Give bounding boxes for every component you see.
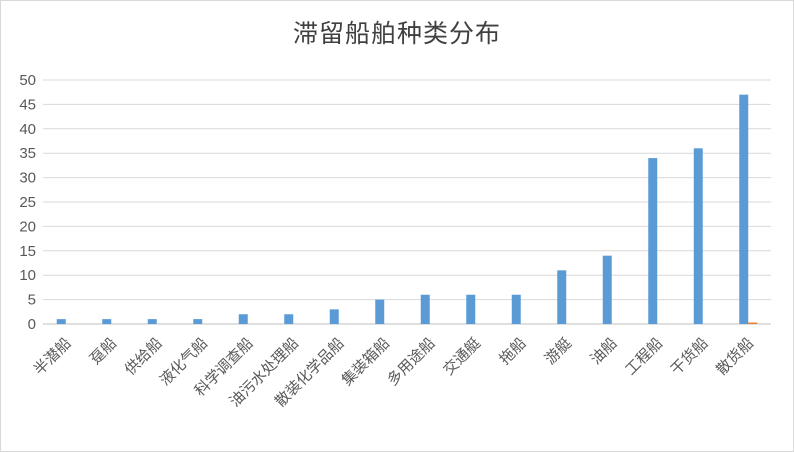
chart-title: 滞留船舶种类分布	[292, 19, 501, 48]
y-axis-ticks: 0 5 10 15 20 25 30 35 40 45 50	[19, 72, 36, 333]
y-tick-label: 0	[28, 316, 36, 333]
bar-1-6	[329, 309, 339, 324]
x-category-label: 工程船	[622, 334, 667, 379]
bar-1-13	[648, 158, 658, 324]
y-tick-label: 25	[19, 194, 36, 211]
x-category-label: 散货船	[713, 334, 758, 379]
x-category-label: 油船	[587, 334, 621, 368]
y-tick-label: 20	[19, 218, 36, 235]
y-tick-label: 35	[19, 145, 36, 162]
bars	[56, 94, 758, 324]
y-tick-label: 50	[19, 72, 36, 89]
bar-1-7	[375, 299, 385, 324]
bar-1-14	[693, 148, 703, 324]
bar-1-9	[466, 294, 476, 324]
bar-1-8	[420, 294, 430, 324]
y-tick-label: 30	[19, 170, 36, 187]
x-category-label: 交通艇	[440, 334, 485, 379]
x-category-label: 供给船	[121, 334, 166, 379]
y-tick-label: 45	[19, 96, 36, 113]
bar-1-11	[557, 270, 567, 324]
y-tick-label: 10	[19, 267, 36, 284]
y-tick-label: 5	[28, 292, 36, 309]
bar-1-10	[511, 294, 521, 324]
x-category-label: 游艇	[541, 334, 575, 368]
bar-2-15	[748, 322, 758, 324]
x-category-label: 趸船	[86, 334, 120, 368]
x-category-label: 半潜船	[30, 334, 75, 379]
bar-1-2	[147, 319, 157, 324]
bar-1-0	[56, 319, 66, 324]
bar-1-12	[602, 255, 612, 324]
bar-1-1	[102, 319, 112, 324]
y-tick-label: 40	[19, 121, 36, 138]
x-category-label: 拖船	[496, 334, 530, 368]
bar-1-15	[739, 94, 749, 324]
bar-1-5	[284, 314, 294, 324]
x-category-label: 集装箱船	[338, 334, 393, 389]
bar-1-3	[193, 319, 203, 324]
bar-1-4	[238, 314, 248, 324]
gridlines	[43, 79, 771, 325]
y-tick-label: 15	[19, 243, 36, 260]
x-category-label: 干货船	[667, 334, 712, 379]
x-category-label: 多用途船	[383, 334, 438, 389]
